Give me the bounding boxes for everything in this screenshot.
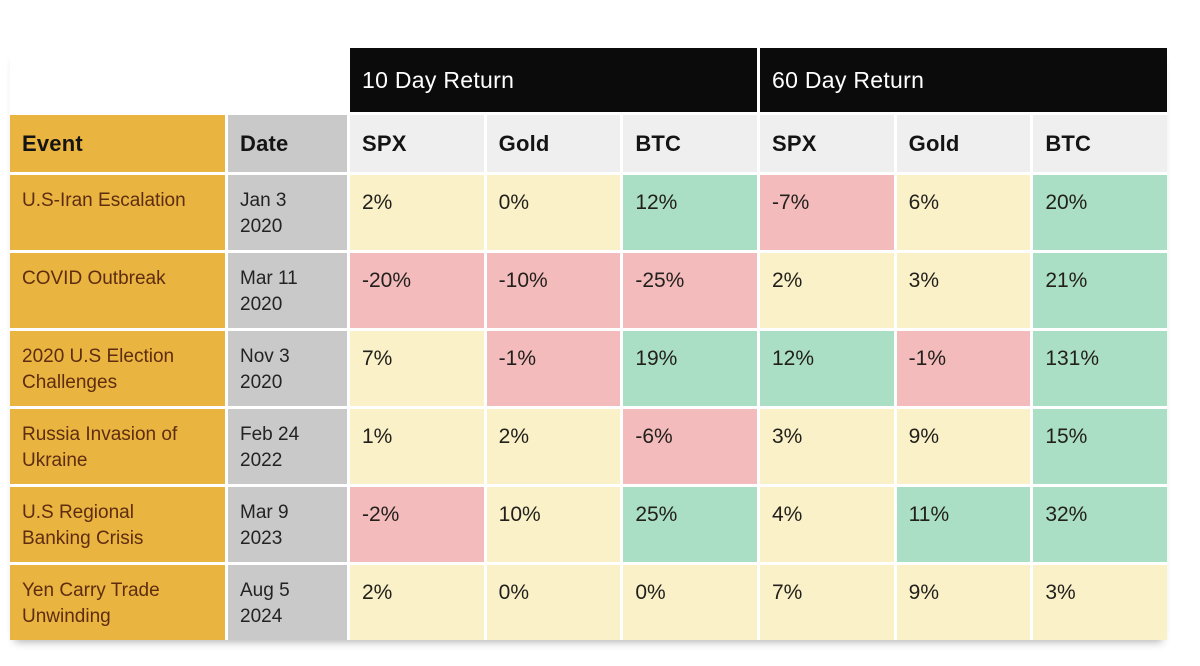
- value-cell-spx-60d: 2%: [760, 253, 894, 328]
- date-cell: Feb 24 2022: [228, 409, 347, 484]
- value-cell-spx-10d: -2%: [350, 487, 484, 562]
- value-cell-btc-60d: 21%: [1033, 253, 1167, 328]
- event-cell: COVID Outbreak: [10, 253, 225, 328]
- column-header-btc-10d: BTC: [623, 115, 757, 172]
- column-header-btc-60d: BTC: [1033, 115, 1167, 172]
- value-cell-btc-60d: 131%: [1033, 331, 1167, 406]
- column-header-date: Date: [228, 115, 347, 172]
- value-cell-gold-60d: 9%: [896, 565, 1031, 640]
- date-cell: Jan 3 2020: [228, 175, 347, 250]
- value-cell-btc-10d: -6%: [623, 409, 757, 484]
- value-cell-spx-10d: 1%: [350, 409, 484, 484]
- event-cell: U.S Regional Banking Crisis: [10, 487, 225, 562]
- value-cell-gold-10d: -1%: [486, 331, 621, 406]
- value-cell-spx-10d: 2%: [350, 175, 484, 250]
- value-cell-spx-60d: 12%: [760, 331, 894, 406]
- value-cell-spx-60d: 7%: [760, 565, 894, 640]
- returns-table: 10 Day Return 60 Day Return Event Date S…: [10, 48, 1167, 640]
- value-cell-btc-60d: 32%: [1033, 487, 1167, 562]
- value-cell-gold-10d: 10%: [486, 487, 621, 562]
- value-cell-gold-10d: 0%: [486, 565, 621, 640]
- value-cell-spx-10d: 2%: [350, 565, 484, 640]
- table-corner-spacer: [10, 48, 347, 112]
- column-header-event: Event: [10, 115, 225, 172]
- value-cell-btc-10d: 12%: [623, 175, 757, 250]
- column-header-spx-60d: SPX: [760, 115, 894, 172]
- date-cell: Nov 3 2020: [228, 331, 347, 406]
- group-header-10-day-return: 10 Day Return: [350, 48, 757, 112]
- value-cell-btc-60d: 20%: [1033, 175, 1167, 250]
- date-cell: Mar 9 2023: [228, 487, 347, 562]
- value-cell-btc-60d: 15%: [1033, 409, 1167, 484]
- value-cell-spx-10d: 7%: [350, 331, 484, 406]
- value-cell-gold-60d: 3%: [896, 253, 1031, 328]
- event-cell: 2020 U.S Election Challenges: [10, 331, 225, 406]
- value-cell-btc-10d: -25%: [623, 253, 757, 328]
- column-header-gold-10d: Gold: [486, 115, 621, 172]
- value-cell-btc-10d: 19%: [623, 331, 757, 406]
- group-header-60-day-return: 60 Day Return: [760, 48, 1167, 112]
- value-cell-gold-10d: 2%: [486, 409, 621, 484]
- value-cell-gold-10d: -10%: [486, 253, 621, 328]
- value-cell-gold-60d: -1%: [896, 331, 1031, 406]
- date-cell: Mar 11 2020: [228, 253, 347, 328]
- date-cell: Aug 5 2024: [228, 565, 347, 640]
- value-cell-btc-10d: 25%: [623, 487, 757, 562]
- value-cell-btc-60d: 3%: [1033, 565, 1167, 640]
- event-cell: Russia Invasion of Ukraine: [10, 409, 225, 484]
- value-cell-spx-60d: 4%: [760, 487, 894, 562]
- event-cell: Yen Carry Trade Unwinding: [10, 565, 225, 640]
- column-header-gold-60d: Gold: [896, 115, 1031, 172]
- event-cell: U.S-Iran Escalation: [10, 175, 225, 250]
- value-cell-spx-60d: -7%: [760, 175, 894, 250]
- value-cell-spx-10d: -20%: [350, 253, 484, 328]
- value-cell-gold-60d: 6%: [896, 175, 1031, 250]
- value-cell-spx-60d: 3%: [760, 409, 894, 484]
- value-cell-gold-60d: 9%: [896, 409, 1031, 484]
- value-cell-gold-10d: 0%: [486, 175, 621, 250]
- column-header-spx-10d: SPX: [350, 115, 484, 172]
- value-cell-gold-60d: 11%: [896, 487, 1031, 562]
- value-cell-btc-10d: 0%: [623, 565, 757, 640]
